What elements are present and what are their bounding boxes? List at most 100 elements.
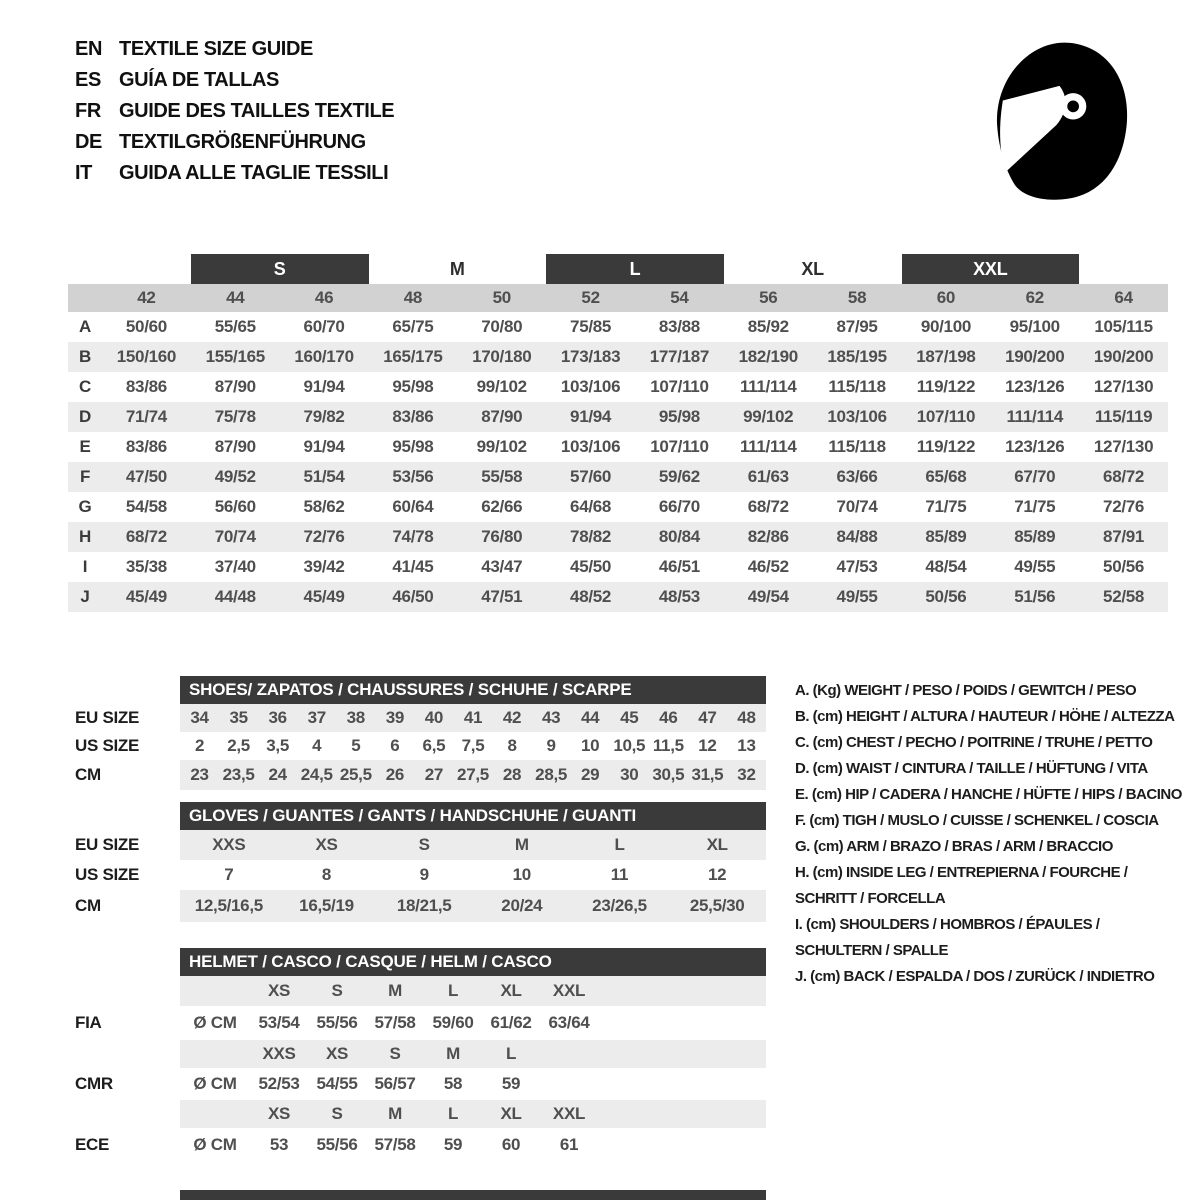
table-cell: 11 bbox=[610, 865, 629, 884]
table-cell: 107/110 bbox=[916, 407, 976, 426]
table-cell: 9 bbox=[419, 865, 429, 884]
table-cell: 50/56 bbox=[925, 587, 967, 606]
table-cell: 54/58 bbox=[125, 497, 167, 516]
table-cell: 48 bbox=[737, 708, 756, 727]
row-key: J bbox=[80, 587, 90, 606]
language-code: DE bbox=[75, 131, 102, 153]
textile-row-g: G 54/58 56/60 58/62 60/64 62/66 64/68 66/70 68/7… bbox=[68, 492, 1168, 522]
language-code: FR bbox=[75, 100, 101, 122]
table-cell: XS bbox=[267, 981, 291, 1000]
table-cell: 78/82 bbox=[570, 527, 612, 546]
table-cell: XL bbox=[500, 981, 522, 1000]
language-title: GUIDE DES TAILLES TEXTILE bbox=[119, 100, 395, 122]
language-title: TEXTILGRÖßENFÜHRUNG bbox=[119, 131, 366, 153]
textile-row-c: C 83/86 87/90 91/94 95/98 99/102 103/106 107/11… bbox=[68, 372, 1168, 402]
table-cell: 61/62 bbox=[490, 1013, 532, 1032]
table-cell: 50/60 bbox=[125, 317, 167, 336]
table-cell: 44 bbox=[581, 708, 600, 727]
table-cell: XXS bbox=[212, 835, 246, 854]
table-cell: 48/52 bbox=[570, 587, 612, 606]
table-cell: 30,5 bbox=[652, 765, 685, 784]
diameter-unit: Ø CM bbox=[193, 1013, 237, 1032]
table-cell: 57/58 bbox=[374, 1135, 416, 1154]
legend-line: I. (cm) SHOULDERS / HOMBROS / ÉPAULES / bbox=[795, 916, 1100, 933]
textile-row-i: I 35/38 37/40 39/42 41/45 43/47 45/50 46/51 46/5… bbox=[68, 552, 1168, 582]
table-cell: 50 bbox=[492, 288, 512, 307]
table-cell: 12,5/16,5 bbox=[194, 896, 264, 915]
table-cell: 66/70 bbox=[658, 497, 700, 516]
table-cell: 90/100 bbox=[920, 317, 972, 336]
table-cell: 54/55 bbox=[316, 1074, 358, 1093]
size-group-s: S bbox=[190, 254, 369, 284]
table-cell: 87/90 bbox=[214, 437, 256, 456]
legend-line: C. (cm) CHEST / PECHO / POITRINE / TRUHE… bbox=[795, 734, 1153, 751]
table-cell: 52/58 bbox=[1103, 587, 1145, 606]
table-cell: 43 bbox=[541, 708, 561, 727]
table-cell: 165/175 bbox=[383, 347, 443, 366]
table-cell: 62/66 bbox=[481, 497, 523, 516]
table-cell: 62 bbox=[1025, 288, 1045, 307]
helmet-cmr-values-row: CMR Ø CM 52/53 54/55 56/57 58 59 bbox=[75, 1068, 766, 1100]
table-cell: 23,5 bbox=[222, 765, 255, 784]
table-cell: 42 bbox=[137, 288, 156, 307]
table-cell: 68/72 bbox=[1103, 467, 1145, 486]
table-cell: 23/26,5 bbox=[592, 896, 647, 915]
table-cell: 49/55 bbox=[836, 587, 878, 606]
table-cell: 31,5 bbox=[691, 765, 724, 784]
table-cell: 50/56 bbox=[1103, 557, 1145, 576]
table-cell: 7 bbox=[224, 865, 234, 884]
language-title: TEXTILE SIZE GUIDE bbox=[119, 38, 313, 60]
table-cell: XS bbox=[315, 835, 338, 854]
legend-line: D. (cm) WAIST / CINTURA / TAILLE / HÜFTU… bbox=[795, 760, 1148, 777]
table-cell: 70/74 bbox=[836, 497, 878, 516]
row-key: B bbox=[79, 347, 91, 366]
table-cell: 34 bbox=[190, 708, 209, 727]
table-cell: 82/86 bbox=[747, 527, 789, 546]
table-cell: 70/74 bbox=[214, 527, 256, 546]
table-cell: 5 bbox=[351, 736, 361, 755]
table-cell: 185/195 bbox=[827, 347, 887, 366]
shoes-section-header: SHOES/ ZAPATOS / CHAUSSURES / SCHUHE / S… bbox=[180, 676, 766, 704]
table-cell: 24,5 bbox=[300, 765, 333, 784]
table-cell: 18/21,5 bbox=[396, 896, 452, 915]
language-title: GUÍA DE TALLAS bbox=[119, 69, 279, 91]
table-cell: 150/160 bbox=[116, 347, 177, 366]
row-key: I bbox=[82, 557, 88, 576]
table-cell: 84/88 bbox=[836, 527, 878, 546]
textile-size-number-row: 42 44 46 48 50 52 54 56 58 60 62 64 bbox=[68, 284, 1168, 312]
table-cell: 26 bbox=[385, 765, 405, 784]
size-group-xxl: XXL bbox=[901, 254, 1080, 284]
row-key: F bbox=[79, 467, 91, 486]
table-cell: 70/80 bbox=[481, 317, 523, 336]
table-cell: 48/54 bbox=[925, 557, 967, 576]
table-cell: 107/110 bbox=[650, 437, 709, 456]
table-cell: 44/48 bbox=[214, 587, 256, 606]
table-cell: L bbox=[447, 1104, 459, 1123]
table-cell: 41/45 bbox=[392, 557, 434, 576]
gloves-section-header: GLOVES / GUANTES / GANTS / HANDSCHUHE / … bbox=[180, 802, 766, 830]
table-cell: 11,5 bbox=[652, 736, 684, 755]
textile-size-table: S M L XL XXL 42 44 46 48 50 52 54 56 58 60 62 64 A 5… bbox=[68, 254, 1168, 612]
table-cell: 27 bbox=[424, 765, 444, 784]
standard-label: CMR bbox=[75, 1074, 113, 1093]
legend-line: B. (cm) HEIGHT / ALTURA / HAUTEUR / HÖHE… bbox=[795, 708, 1175, 725]
table-cell: 75/85 bbox=[570, 317, 612, 336]
table-cell: 119/122 bbox=[916, 437, 976, 456]
legend-line: SCHRITT / FORCELLA bbox=[795, 890, 946, 907]
legend-line: F. (cm) TIGH / MUSLO / CUISSE / SCHENKEL… bbox=[795, 812, 1159, 829]
table-cell: 6 bbox=[390, 736, 400, 755]
helmet-fia-values-row: FIA Ø CM 53/54 55/56 57/58 59/60 61/62 63/64 bbox=[75, 1006, 766, 1040]
table-cell: 65/75 bbox=[392, 317, 434, 336]
table-cell: 64/68 bbox=[570, 497, 612, 516]
table-cell: 123/126 bbox=[1005, 377, 1065, 396]
size-group-l: L bbox=[546, 254, 724, 284]
helmet-section-header: HELMET / CASCO / CASQUE / HELM / CASCO bbox=[180, 948, 766, 976]
table-cell: 51/56 bbox=[1014, 587, 1056, 606]
table-cell: M bbox=[514, 835, 529, 854]
table-cell: 91/94 bbox=[303, 377, 345, 396]
table-cell: 44 bbox=[226, 288, 245, 307]
row-key: E bbox=[79, 437, 91, 456]
table-cell: 38 bbox=[346, 708, 366, 727]
racing-helmet-icon bbox=[982, 38, 1134, 204]
table-cell: XL bbox=[706, 835, 728, 854]
